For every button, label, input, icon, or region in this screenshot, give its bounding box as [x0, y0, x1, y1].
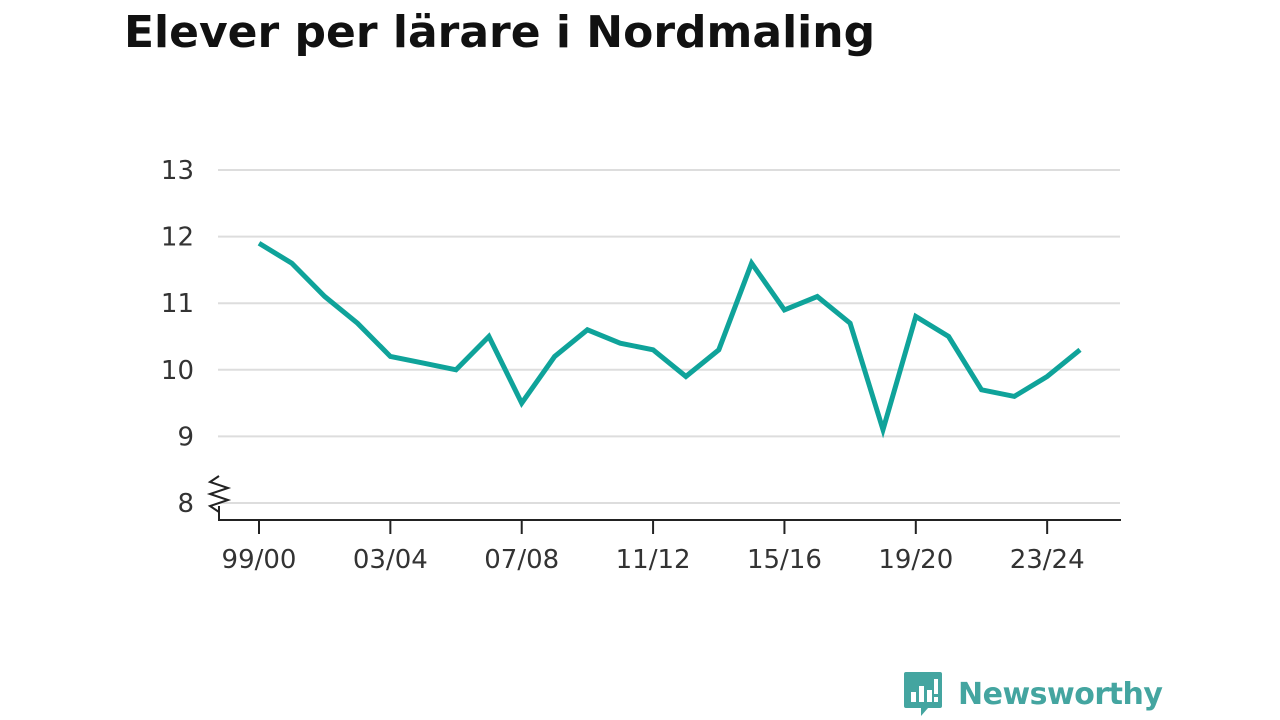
data-point-03/04: [388, 354, 393, 359]
data-point-99/00: [257, 241, 262, 246]
x-tick-label: 99/00: [222, 545, 297, 575]
axes: [206, 475, 1121, 534]
data-point-02/03: [355, 321, 360, 326]
data-point-11/12: [651, 347, 656, 352]
data-point-01/02: [322, 294, 327, 299]
series-layer: [257, 241, 1083, 439]
data-point-16/17: [815, 294, 820, 299]
x-tick-label: 19/20: [878, 545, 953, 575]
y-tick-label: 12: [161, 223, 194, 253]
brand-name: Newsworthy: [958, 676, 1163, 712]
x-tick-label: 15/16: [747, 545, 822, 575]
data-point-10/11: [618, 341, 623, 346]
data-point-04/05: [421, 361, 426, 366]
y-tick-label: 9: [177, 422, 194, 452]
data-point-23/24: [1045, 374, 1050, 379]
newsworthy-logo-icon: [904, 672, 942, 716]
x-tick-label: 23/24: [1010, 545, 1085, 575]
y-tick-label: 13: [161, 156, 194, 186]
data-point-14/15: [749, 261, 754, 266]
data-point-08/09: [552, 354, 557, 359]
data-point-22/23: [1012, 394, 1017, 399]
x-tick-label: 07/08: [484, 545, 559, 575]
y-tick-label: 10: [161, 356, 194, 386]
data-point-00/01: [289, 261, 294, 266]
data-point-15/16: [782, 307, 787, 312]
gridlines: [218, 169, 1120, 504]
data-point-18/19: [880, 427, 885, 432]
data-point-07/08: [519, 401, 524, 406]
data-point-19/20: [913, 314, 918, 319]
data-point-24/25: [1078, 347, 1083, 352]
data-point-21/22: [979, 387, 984, 392]
data-point-09/10: [585, 327, 590, 332]
data-point-20/21: [946, 334, 951, 339]
chart-title: Elever per lärare i Nordmaling: [124, 7, 876, 58]
data-point-05/06: [454, 367, 459, 372]
y-tick-label: 8: [177, 489, 194, 519]
axis-break-icon: [206, 475, 232, 513]
x-tick-label: 03/04: [353, 545, 428, 575]
x-tick-label: 11/12: [616, 545, 691, 575]
series-line-0: [257, 241, 1082, 439]
data-point-13/14: [716, 347, 721, 352]
tick-labels: 8 9 10 11 12 13 99/00 03/04 07/08 11/12 15/16 19/20…: [161, 156, 1085, 575]
data-point-12/13: [683, 374, 688, 379]
data-point-06/07: [486, 334, 491, 339]
newsworthy-brand: Newsworthy: [902, 670, 1163, 718]
y-tick-label: 11: [161, 289, 194, 319]
data-point-17/18: [848, 321, 853, 326]
